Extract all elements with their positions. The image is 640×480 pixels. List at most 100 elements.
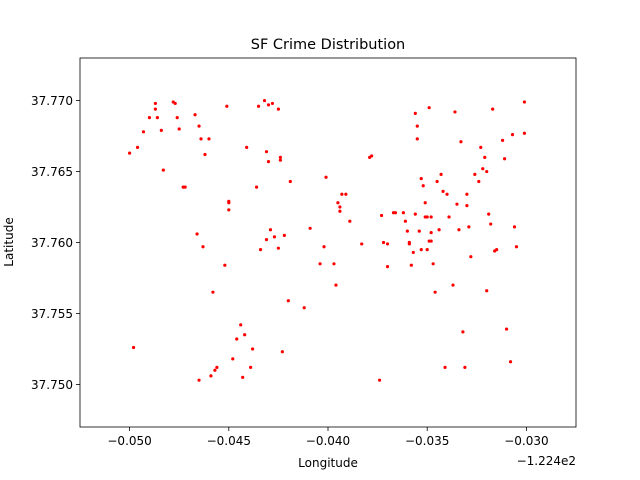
data-point bbox=[197, 378, 201, 382]
data-point bbox=[485, 169, 489, 174]
data-point bbox=[128, 151, 132, 155]
data-points-group bbox=[128, 98, 527, 382]
x-axis-offset-label: −1.224e2 bbox=[517, 454, 576, 468]
data-point bbox=[241, 375, 245, 379]
data-point bbox=[421, 184, 425, 188]
data-point bbox=[512, 225, 517, 229]
data-point bbox=[336, 201, 340, 205]
data-point bbox=[473, 172, 477, 176]
y-tick-label: 37.755 bbox=[31, 307, 73, 321]
x-tick-label: −0.030 bbox=[504, 434, 548, 448]
data-point bbox=[502, 157, 507, 161]
data-point bbox=[445, 192, 449, 196]
data-point bbox=[504, 327, 509, 331]
data-point bbox=[465, 204, 469, 208]
data-point bbox=[477, 179, 481, 184]
data-point bbox=[370, 154, 374, 158]
data-point bbox=[251, 347, 255, 351]
data-point bbox=[522, 131, 527, 135]
x-axis-label: Longitude bbox=[298, 456, 358, 470]
data-point bbox=[479, 145, 483, 150]
data-point bbox=[201, 245, 205, 249]
data-point bbox=[344, 192, 348, 196]
data-point bbox=[411, 250, 415, 255]
data-point bbox=[403, 219, 407, 223]
data-point bbox=[322, 245, 326, 249]
data-point bbox=[429, 215, 433, 219]
data-point bbox=[453, 110, 457, 114]
data-point bbox=[385, 242, 390, 246]
data-point bbox=[258, 248, 263, 252]
x-tick-label: −0.050 bbox=[107, 434, 151, 448]
data-point bbox=[425, 248, 429, 252]
data-point bbox=[419, 177, 423, 181]
data-point bbox=[447, 215, 451, 219]
data-point bbox=[153, 107, 157, 111]
data-point bbox=[439, 172, 443, 176]
data-point bbox=[195, 232, 199, 236]
data-point bbox=[495, 248, 499, 252]
y-axis: 37.750 37.755 37.760 37.765 37.770 bbox=[31, 94, 80, 392]
data-point bbox=[153, 101, 157, 106]
x-axis: −0.050 −0.045 −0.040 −0.035 −0.030 bbox=[107, 427, 549, 448]
data-point bbox=[264, 150, 269, 154]
data-point bbox=[276, 246, 280, 250]
data-point bbox=[510, 133, 515, 137]
data-point bbox=[459, 140, 463, 144]
data-point bbox=[481, 167, 485, 171]
data-point bbox=[215, 365, 219, 369]
data-point bbox=[429, 239, 433, 243]
data-point bbox=[465, 192, 469, 196]
data-point bbox=[405, 229, 409, 233]
data-point bbox=[431, 262, 435, 266]
y-tick-label: 37.760 bbox=[31, 236, 73, 250]
data-point bbox=[379, 213, 384, 218]
data-point bbox=[338, 209, 342, 213]
data-point bbox=[286, 299, 290, 303]
data-point bbox=[407, 240, 411, 245]
data-point bbox=[231, 357, 235, 361]
data-point bbox=[288, 179, 292, 184]
x-tick-label: −0.045 bbox=[207, 434, 251, 448]
data-point bbox=[193, 113, 197, 117]
data-point bbox=[243, 333, 247, 337]
data-point bbox=[199, 137, 203, 141]
data-point bbox=[207, 137, 211, 141]
data-point bbox=[487, 212, 491, 216]
data-point bbox=[282, 233, 286, 237]
data-point bbox=[413, 212, 417, 216]
data-point bbox=[266, 103, 271, 107]
data-point bbox=[435, 179, 439, 184]
data-point bbox=[381, 240, 386, 245]
data-point bbox=[209, 374, 213, 378]
data-point bbox=[413, 111, 417, 115]
data-point bbox=[203, 152, 207, 157]
data-point bbox=[433, 290, 437, 294]
data-point bbox=[270, 101, 275, 106]
y-tick-label: 37.765 bbox=[31, 165, 73, 179]
data-point bbox=[227, 201, 231, 205]
data-point bbox=[522, 100, 527, 104]
data-point bbox=[338, 205, 342, 209]
data-point bbox=[161, 168, 165, 172]
data-point bbox=[249, 365, 253, 369]
data-point bbox=[268, 228, 273, 232]
data-point bbox=[278, 155, 282, 159]
data-point bbox=[348, 219, 352, 223]
data-point bbox=[415, 124, 419, 128]
data-point bbox=[485, 289, 489, 293]
data-point bbox=[508, 360, 513, 364]
data-point bbox=[262, 98, 267, 103]
data-point bbox=[197, 124, 201, 128]
data-point bbox=[443, 365, 447, 369]
data-point bbox=[377, 378, 382, 382]
data-point bbox=[451, 283, 455, 287]
data-point bbox=[409, 263, 413, 267]
data-point bbox=[429, 230, 433, 235]
data-point bbox=[324, 175, 328, 179]
chart-title: SF Crime Distribution bbox=[251, 37, 406, 53]
data-point bbox=[457, 228, 461, 232]
data-point bbox=[276, 107, 280, 111]
data-point bbox=[318, 262, 322, 266]
data-point bbox=[213, 368, 217, 372]
